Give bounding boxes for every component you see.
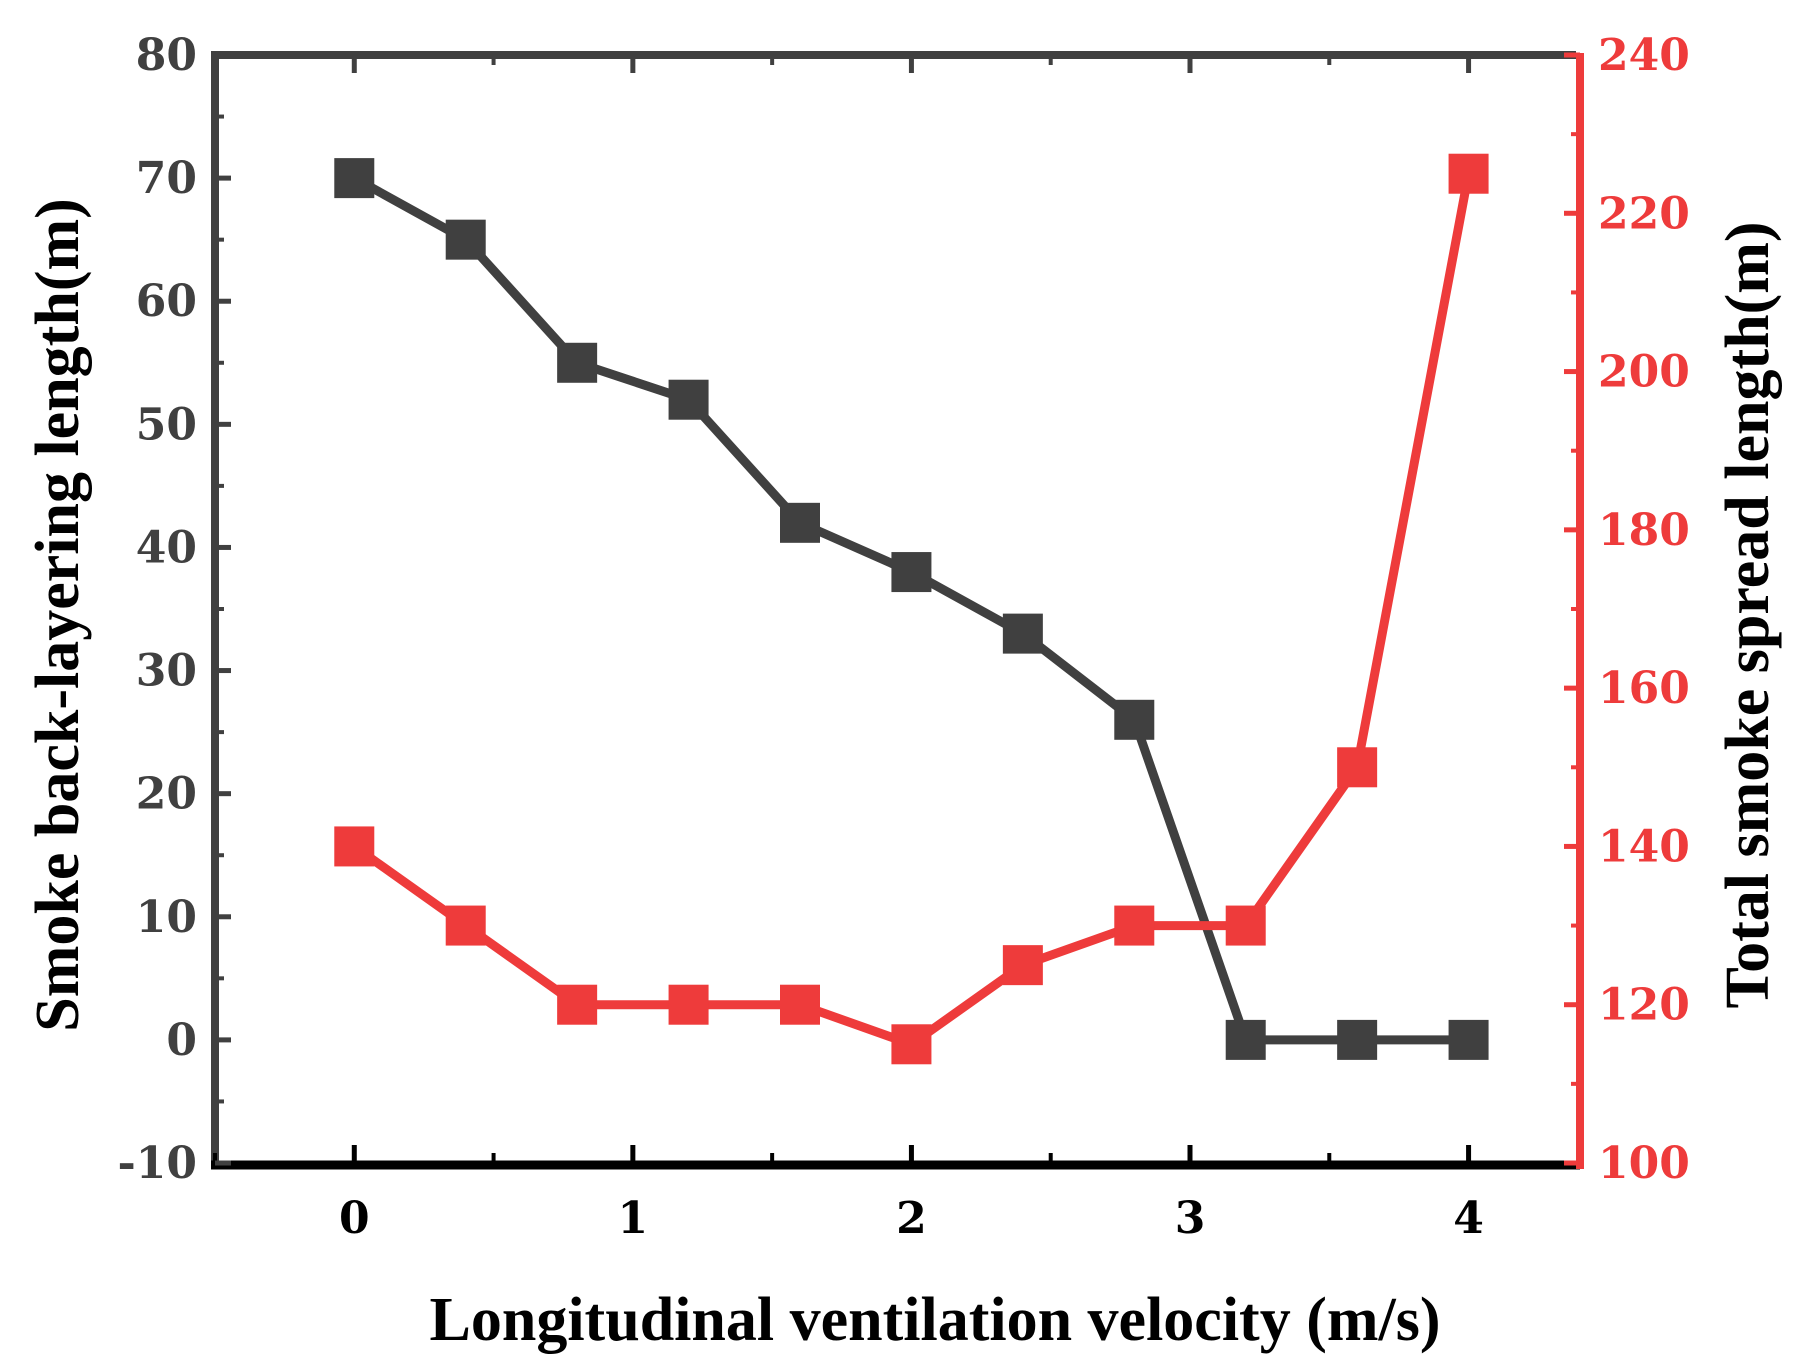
x-tick-label: 4 [1453,1193,1484,1244]
data-point-total-spread [1002,945,1043,986]
y-right-tick-label: 140 [1598,821,1690,872]
series-line-back-layering [352,174,1469,1045]
y-right-tick-label: 180 [1598,505,1690,556]
data-point-total-spread [1448,153,1489,194]
data-point-total-spread [445,905,486,946]
data-point-back-layering [1002,613,1043,654]
y-left-tick-label: 40 [136,522,197,573]
series-layer [334,153,1489,1065]
y-left-tick-label: 70 [136,153,197,204]
data-point-total-spread [780,984,820,1025]
data-point-back-layering [1114,699,1155,740]
data-point-total-spread [1114,905,1155,946]
data-point-back-layering [1225,1019,1266,1060]
data-point-back-layering [334,158,375,199]
data-point-total-spread [334,826,375,867]
data-point-total-spread [1337,747,1378,788]
data-point-back-layering [445,219,486,260]
data-point-back-layering [557,342,598,383]
y-left-tick-label: -10 [118,1138,198,1189]
y-right-axis-title: Total smoke spread length(m) [1714,221,1782,1008]
data-point-back-layering [668,379,709,420]
x-tick-label: 3 [1175,1193,1206,1244]
x-tick-label: 0 [339,1193,370,1244]
y-right-tick-label: 100 [1598,1138,1690,1189]
data-point-back-layering [891,552,932,593]
y-left-tick-label: 80 [136,30,197,81]
y-right-tick-label: 160 [1598,663,1690,714]
x-tick-label: 1 [618,1193,649,1244]
y-right-tick-label: 240 [1598,30,1690,81]
y-right-tick-label: 220 [1598,188,1690,239]
y-left-axis-title: Smoke back-layering length(m) [24,198,92,1032]
ticks-layer: 0 1 2 3 4 -10 0 10 20 30 40 50 60 70 80 100 120 140 160 180… [118,30,1690,1244]
y-left-tick-label: 30 [136,646,197,697]
x-axis-title: Longitudinal ventilation velocity (m/s) [430,1286,1441,1354]
y-right-tick-label: 120 [1598,980,1690,1031]
y-left-tick-label: 50 [136,399,197,450]
data-point-total-spread [668,984,709,1025]
y-left-tick-label: 10 [136,892,197,943]
data-point-total-spread [891,1024,932,1065]
axes-layer [211,51,1584,1170]
y-right-tick-label: 200 [1598,347,1690,398]
data-point-back-layering [1337,1019,1378,1060]
data-point-total-spread [557,984,598,1025]
data-point-back-layering [780,502,820,543]
y-left-tick-label: 0 [166,1015,197,1066]
data-point-total-spread [1225,905,1266,946]
y-left-tick-label: 20 [136,769,197,820]
data-point-back-layering [1448,1019,1489,1060]
y-left-tick-label: 60 [136,276,197,327]
x-tick-label: 2 [896,1193,927,1244]
